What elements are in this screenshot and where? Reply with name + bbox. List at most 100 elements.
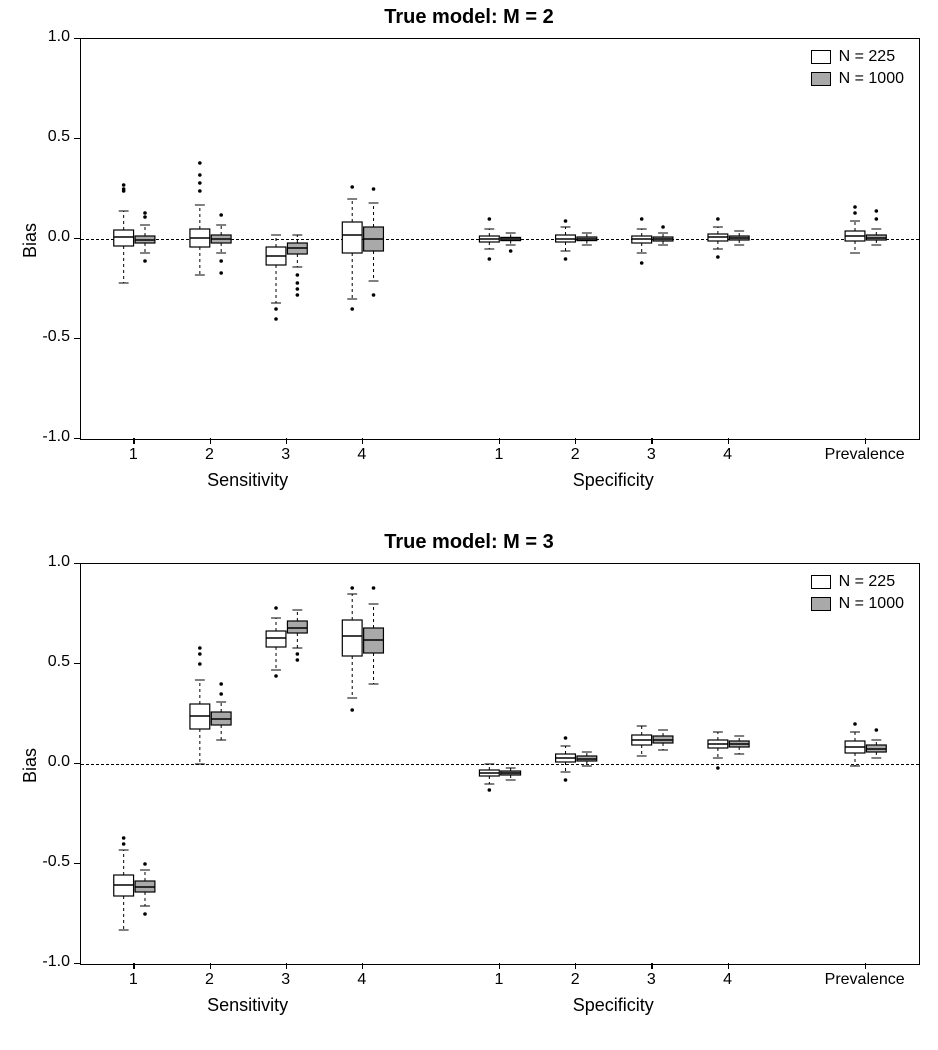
- boxplot-box: [342, 222, 362, 253]
- legend: N = 225 N = 1000: [811, 48, 904, 92]
- panel-m3: True model: M = 3 Bias -1.0-0.50.00.51.0…: [0, 525, 938, 1050]
- y-tick-label: 0.0: [20, 753, 70, 771]
- x-tick: [499, 438, 500, 444]
- x-tick-label: 4: [357, 446, 366, 464]
- boxplot-outlier: [296, 293, 300, 297]
- boxplot-outlier: [143, 211, 147, 215]
- x-tick-label: 1: [495, 971, 504, 989]
- x-tick: [286, 438, 287, 444]
- x-tick-label: 2: [205, 446, 214, 464]
- legend-swatch: [811, 50, 831, 64]
- sensitivity-label: Sensitivity: [207, 995, 288, 1016]
- prevalence-label: Prevalence: [825, 446, 905, 464]
- x-tick: [575, 438, 576, 444]
- boxplot-outlier: [143, 912, 147, 916]
- x-tick-label: 3: [281, 446, 290, 464]
- boxplot-outlier: [875, 209, 879, 213]
- x-tick: [133, 963, 134, 969]
- boxplot-outlier: [350, 185, 354, 189]
- x-tick-label: 2: [571, 446, 580, 464]
- legend-label: N = 1000: [839, 70, 904, 88]
- y-tick: [74, 38, 80, 39]
- boxplot-box: [287, 621, 307, 633]
- x-tick: [728, 963, 729, 969]
- y-tick: [74, 963, 80, 964]
- boxplot-outlier: [564, 219, 568, 223]
- boxplot-outlier: [122, 187, 126, 191]
- boxplot-outlier: [274, 606, 278, 610]
- y-tick: [74, 338, 80, 339]
- legend: N = 225 N = 1000: [811, 573, 904, 617]
- prevalence-label: Prevalence: [825, 971, 905, 989]
- boxplot-layer: [81, 39, 919, 439]
- boxplot-outlier: [274, 317, 278, 321]
- x-tick-label: 4: [357, 971, 366, 989]
- x-tick: [210, 963, 211, 969]
- boxplot-outlier: [198, 161, 202, 165]
- y-tick: [74, 138, 80, 139]
- y-tick-label: -1.0: [20, 953, 70, 971]
- boxplot-outlier: [875, 728, 879, 732]
- panel-m2-plot-area: [80, 38, 920, 440]
- boxplot-outlier: [122, 836, 126, 840]
- boxplot-outlier: [122, 183, 126, 187]
- y-tick-label: 0.0: [20, 228, 70, 246]
- boxplot-outlier: [350, 307, 354, 311]
- boxplot-outlier: [296, 273, 300, 277]
- y-tick-label: 0.5: [20, 128, 70, 146]
- y-tick-label: 1.0: [20, 28, 70, 46]
- specificity-label: Specificity: [573, 995, 654, 1016]
- boxplot-outlier: [198, 189, 202, 193]
- x-tick-label: 2: [571, 971, 580, 989]
- boxplot-outlier: [219, 692, 223, 696]
- x-tick: [286, 963, 287, 969]
- boxplot-outlier: [640, 261, 644, 265]
- x-tick: [210, 438, 211, 444]
- x-tick-label: 3: [281, 971, 290, 989]
- boxplot-outlier: [564, 257, 568, 261]
- x-tick: [865, 438, 866, 444]
- boxplot-outlier: [219, 213, 223, 217]
- boxplot-outlier: [372, 187, 376, 191]
- y-tick-label: 1.0: [20, 553, 70, 571]
- boxplot-outlier: [853, 205, 857, 209]
- boxplot-outlier: [372, 293, 376, 297]
- panel-m2-title: True model: M = 2: [0, 6, 938, 29]
- panel-m3-plot-area: [80, 563, 920, 965]
- x-tick-label: 1: [495, 446, 504, 464]
- x-tick-label: 2: [205, 971, 214, 989]
- x-tick-label: 3: [647, 446, 656, 464]
- legend-swatch: [811, 575, 831, 589]
- y-tick: [74, 863, 80, 864]
- boxplot-outlier: [716, 766, 720, 770]
- legend-item: N = 225: [811, 48, 904, 66]
- panel-m2: True model: M = 2 Bias -1.0-0.50.00.51.0…: [0, 0, 938, 525]
- x-tick: [575, 963, 576, 969]
- boxplot-outlier: [661, 225, 665, 229]
- boxplot-outlier: [853, 722, 857, 726]
- boxplot-outlier: [143, 259, 147, 263]
- legend-label: N = 225: [839, 573, 895, 591]
- legend-label: N = 225: [839, 48, 895, 66]
- x-tick: [499, 963, 500, 969]
- x-tick: [865, 963, 866, 969]
- legend-label: N = 1000: [839, 595, 904, 613]
- y-tick-label: 0.5: [20, 653, 70, 671]
- boxplot-box: [266, 631, 286, 647]
- boxplot-outlier: [296, 287, 300, 291]
- figure-root: True model: M = 2 Bias -1.0-0.50.00.51.0…: [0, 0, 938, 1050]
- boxplot-outlier: [564, 778, 568, 782]
- boxplot-outlier: [274, 307, 278, 311]
- boxplot-outlier: [143, 862, 147, 866]
- boxplot-outlier: [564, 736, 568, 740]
- x-tick-label: 4: [723, 446, 732, 464]
- legend-swatch: [811, 72, 831, 86]
- boxplot-box: [114, 230, 134, 246]
- boxplot-outlier: [198, 652, 202, 656]
- boxplot-outlier: [198, 173, 202, 177]
- boxplot-outlier: [143, 215, 147, 219]
- boxplot-outlier: [716, 217, 720, 221]
- boxplot-outlier: [198, 646, 202, 650]
- boxplot-box: [342, 620, 362, 656]
- legend-swatch: [811, 597, 831, 611]
